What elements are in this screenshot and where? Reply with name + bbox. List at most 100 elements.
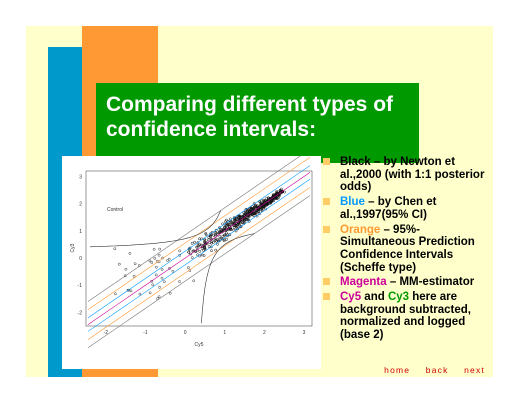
y-tick-label: -1 bbox=[78, 283, 83, 289]
data-point bbox=[160, 268, 164, 271]
home-link[interactable]: home bbox=[384, 365, 411, 375]
data-point bbox=[195, 245, 199, 249]
data-point bbox=[214, 248, 218, 252]
data-point bbox=[150, 279, 154, 283]
upper-boundary-curve bbox=[89, 210, 222, 248]
slide: Comparing different types of confidence … bbox=[26, 26, 493, 377]
data-point bbox=[218, 227, 222, 231]
data-point bbox=[178, 280, 181, 283]
data-point bbox=[209, 232, 212, 236]
data-point bbox=[245, 210, 248, 214]
bullet-text: here are background subtracted, normaliz… bbox=[340, 291, 471, 342]
bullet-text: Black – by Newton et al.,2000 (with 1:1 … bbox=[340, 156, 485, 194]
interval-line bbox=[87, 172, 311, 325]
data-point bbox=[258, 208, 262, 211]
data-point bbox=[242, 221, 246, 224]
data-point bbox=[178, 249, 182, 253]
data-point bbox=[252, 211, 256, 214]
x-tick-label: -2 bbox=[104, 330, 109, 336]
interval-line bbox=[87, 156, 301, 302]
data-point bbox=[155, 265, 158, 269]
data-point bbox=[221, 228, 225, 231]
data-point bbox=[189, 252, 192, 256]
data-point bbox=[123, 274, 127, 278]
data-point bbox=[129, 289, 133, 293]
bullet-item: Black – by Newton et al.,2000 (with 1:1 … bbox=[320, 156, 490, 194]
data-point bbox=[212, 233, 215, 237]
data-point bbox=[260, 207, 263, 211]
data-point bbox=[113, 247, 117, 251]
data-point bbox=[192, 279, 196, 283]
data-point bbox=[190, 256, 194, 260]
data-point bbox=[265, 200, 269, 204]
data-point bbox=[196, 243, 200, 247]
data-point bbox=[262, 202, 266, 206]
y-tick-label: 2 bbox=[79, 202, 82, 208]
data-point bbox=[193, 249, 197, 253]
interval-line bbox=[87, 187, 311, 340]
data-point bbox=[257, 206, 261, 209]
data-point bbox=[187, 266, 190, 269]
y-tick-label: -2 bbox=[78, 310, 83, 316]
data-point bbox=[204, 232, 208, 235]
bullet-list: Black – by Newton et al.,2000 (with 1:1 … bbox=[320, 156, 490, 344]
data-point bbox=[132, 274, 136, 278]
square-bullet-icon bbox=[323, 293, 330, 301]
data-point bbox=[236, 227, 240, 231]
lower-boundary-curve bbox=[201, 233, 255, 324]
data-point bbox=[240, 219, 243, 223]
data-point bbox=[127, 288, 131, 292]
bullet-item: Orange – 95%-Simultaneous Prediction Con… bbox=[320, 224, 490, 275]
data-point bbox=[190, 241, 194, 245]
data-point bbox=[216, 242, 219, 246]
data-point bbox=[254, 203, 257, 207]
bullet-item: Blue – by Chen et al.,1997(95% CI) bbox=[320, 196, 490, 221]
data-point bbox=[203, 247, 207, 251]
square-bullet-icon bbox=[323, 278, 330, 286]
data-point bbox=[206, 238, 210, 242]
square-bullet-icon bbox=[323, 158, 330, 165]
data-point bbox=[187, 250, 190, 254]
square-bullet-icon bbox=[323, 198, 330, 206]
data-point bbox=[245, 218, 249, 221]
data-point bbox=[221, 222, 224, 226]
y-tick-label: 0 bbox=[79, 256, 82, 262]
next-link[interactable]: next bbox=[464, 365, 485, 375]
data-point bbox=[232, 228, 235, 232]
bullet-colored-term: Orange bbox=[340, 223, 381, 236]
data-point bbox=[267, 196, 271, 200]
data-point bbox=[187, 247, 191, 251]
data-point bbox=[237, 221, 240, 225]
data-point bbox=[210, 240, 214, 244]
data-point bbox=[178, 253, 182, 257]
scatter-plot: Control -2 -1 0 1 2 3 3 2 1 0 -1 -2 Cy5 Cy3 bbox=[70, 156, 313, 349]
data-point bbox=[230, 220, 234, 224]
bullet-item: Cy5 and Cy3 here are background subtract… bbox=[320, 291, 490, 342]
data-point bbox=[250, 212, 254, 216]
data-point bbox=[239, 221, 243, 224]
data-point bbox=[260, 203, 264, 207]
data-point bbox=[249, 207, 253, 210]
bullet-colored-term: Blue bbox=[340, 196, 365, 209]
x-axis-label: Cy5 bbox=[195, 342, 204, 348]
interval-line bbox=[87, 165, 311, 319]
data-point bbox=[150, 261, 154, 264]
data-point bbox=[238, 215, 241, 218]
data-point bbox=[265, 202, 268, 206]
data-point bbox=[160, 276, 164, 280]
data-point bbox=[203, 246, 206, 250]
data-point bbox=[210, 249, 213, 253]
data-point bbox=[258, 200, 262, 204]
data-point bbox=[214, 237, 218, 241]
y-tick-label: 3 bbox=[79, 174, 82, 180]
back-link[interactable]: back bbox=[425, 365, 449, 375]
plot-frame bbox=[85, 170, 313, 327]
data-point bbox=[225, 223, 229, 226]
bullet-colored-term: Magenta bbox=[340, 276, 387, 289]
data-point bbox=[228, 224, 231, 228]
bullet-text: – 95%-Simultaneous Prediction Confidence… bbox=[340, 223, 475, 274]
data-point bbox=[166, 259, 169, 262]
interval-line bbox=[87, 157, 311, 310]
data-point bbox=[223, 225, 226, 229]
bullet-colored-term: Cy3 bbox=[387, 291, 410, 304]
